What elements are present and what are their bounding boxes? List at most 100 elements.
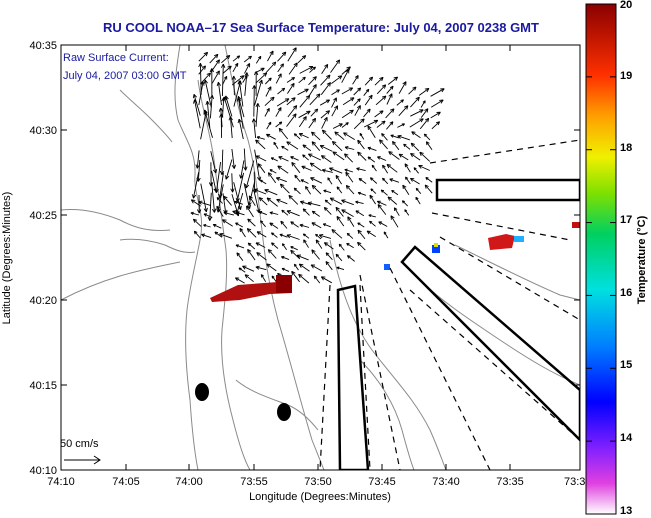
current-vector-head xyxy=(390,215,395,219)
current-vector-shaft xyxy=(357,192,367,196)
current-vector-shaft xyxy=(367,125,376,138)
current-vector-shaft xyxy=(398,153,409,161)
current-vector-shaft xyxy=(357,241,366,251)
current-vector-shaft xyxy=(311,222,322,229)
current-vector-shaft xyxy=(271,242,279,249)
current-vector-shaft xyxy=(235,222,244,228)
current-vector-head xyxy=(321,155,326,157)
mask-wedge-diagonal xyxy=(400,245,580,442)
current-vector-head xyxy=(264,72,268,77)
current-vector-shaft xyxy=(374,110,384,118)
current-vector-shaft xyxy=(389,178,400,183)
current-vector-shaft xyxy=(341,122,349,128)
current-vector-head xyxy=(387,196,393,199)
current-vector-head xyxy=(262,72,267,75)
current-vector-head xyxy=(358,177,363,180)
current-vector-head xyxy=(420,118,424,123)
current-vector-shaft xyxy=(268,172,277,184)
current-vector-shaft xyxy=(222,76,228,85)
current-vector-head xyxy=(215,189,219,193)
current-vector-head xyxy=(411,142,415,145)
current-vector-head xyxy=(299,263,304,266)
current-vector-shaft xyxy=(320,82,331,95)
current-vector-shaft xyxy=(392,141,400,151)
current-vector-head xyxy=(275,177,280,181)
current-vector-shaft xyxy=(353,98,361,106)
sst-patch-edge-red xyxy=(572,222,580,228)
current-vector-head xyxy=(298,274,301,279)
current-vector-head xyxy=(241,75,245,80)
current-vector-shaft xyxy=(311,184,322,195)
current-vector-head xyxy=(350,109,354,114)
current-vector-shaft xyxy=(334,131,345,141)
current-vector-shaft xyxy=(198,201,211,206)
current-vector-head xyxy=(318,234,323,239)
current-vector-shaft xyxy=(402,184,410,195)
coastline-contour xyxy=(174,45,203,470)
current-vector-head xyxy=(233,164,237,169)
current-vector-shaft xyxy=(331,229,343,239)
current-vector-head xyxy=(193,218,198,221)
current-vector-shaft xyxy=(264,189,278,196)
current-vector-head xyxy=(192,94,195,99)
current-vector-shaft xyxy=(311,131,321,141)
current-vector-shaft xyxy=(216,197,223,204)
current-vector-shaft xyxy=(239,228,246,238)
current-vector-shaft xyxy=(243,148,247,171)
current-vector-shaft xyxy=(298,116,307,128)
current-vector-head xyxy=(292,77,295,81)
current-vector-shaft xyxy=(204,79,212,108)
current-vector-shaft xyxy=(237,97,244,129)
current-vector-shaft xyxy=(305,186,311,195)
current-vector-shaft xyxy=(415,188,422,194)
current-vector-shaft xyxy=(265,61,277,74)
current-vector-shaft xyxy=(430,88,445,97)
current-vector-shaft xyxy=(347,216,355,227)
current-vector-head xyxy=(369,220,373,223)
current-vector-shaft xyxy=(418,88,430,96)
current-vector-head xyxy=(233,75,236,80)
current-vector-shaft xyxy=(312,210,320,217)
current-vector-head xyxy=(311,185,314,190)
current-vector-head xyxy=(339,123,343,127)
current-vector-shaft xyxy=(330,59,340,73)
current-vector-head xyxy=(235,277,238,282)
current-vector-shaft xyxy=(290,246,298,251)
current-vector-head xyxy=(404,209,408,212)
current-vector-head xyxy=(216,82,219,87)
current-vector-head xyxy=(271,61,276,64)
current-vector-shaft xyxy=(331,105,338,117)
current-vector-head xyxy=(269,222,274,224)
current-vector-head xyxy=(336,186,340,189)
current-vector-shaft xyxy=(363,89,370,96)
current-vector-head xyxy=(209,216,212,221)
current-vector-shaft xyxy=(309,93,321,106)
current-vector-head xyxy=(424,184,427,189)
current-vector-shaft xyxy=(410,96,420,108)
current-vector-shaft xyxy=(286,97,296,106)
current-vector-head xyxy=(246,72,249,77)
current-vector-shaft xyxy=(236,172,245,202)
current-vector-head xyxy=(311,141,316,144)
colorbar-tick-14: 14 xyxy=(620,432,633,444)
current-vector-head xyxy=(272,97,275,102)
current-vector-head xyxy=(291,271,293,276)
current-vector-head xyxy=(288,194,293,198)
current-vector-head xyxy=(225,175,227,180)
current-vector-head xyxy=(255,265,260,268)
current-vector-head xyxy=(308,95,311,100)
current-vector-shaft xyxy=(319,99,330,106)
current-vector-head xyxy=(256,252,261,254)
current-vector-head xyxy=(334,131,339,134)
current-vector-head xyxy=(214,53,219,57)
current-vector-head xyxy=(266,197,272,200)
island-blob-west xyxy=(195,383,209,401)
current-vector-head xyxy=(386,163,392,166)
current-vector-head xyxy=(312,184,317,188)
current-vector-shaft xyxy=(269,211,279,215)
current-vector-head xyxy=(222,63,226,68)
current-vector-shaft xyxy=(405,176,411,185)
current-vector-shaft xyxy=(240,160,245,179)
current-vector-shaft xyxy=(410,153,421,161)
current-vector-head xyxy=(321,129,325,135)
